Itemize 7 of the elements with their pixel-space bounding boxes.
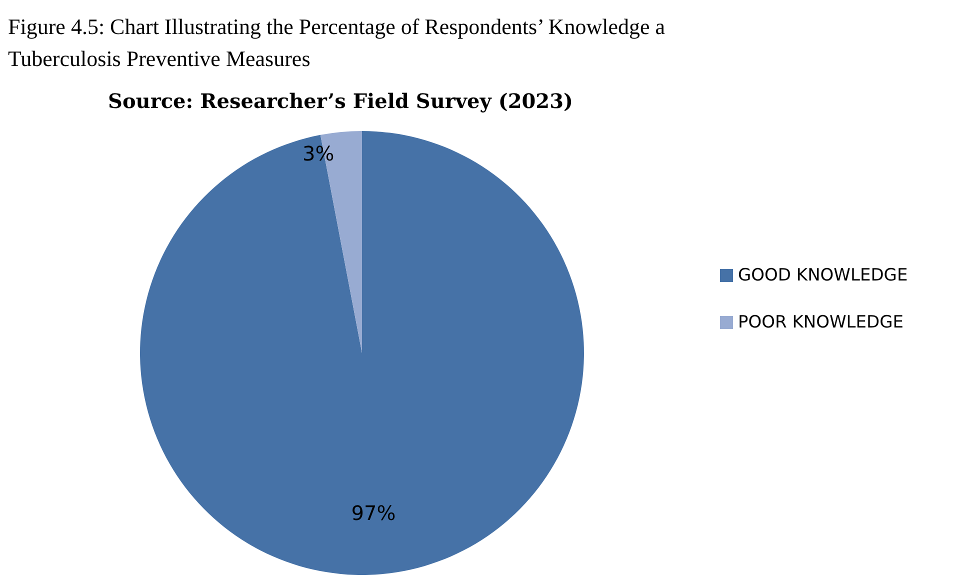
data-label: 97%: [351, 501, 396, 526]
chart-title: Figure 4.5: Chart Illustrating the Percentage of Respondents’ Knowledge a Tuberculosis Preventive Measures: [8, 14, 666, 71]
source-note: Source: Researcher’s Field Survey (2023): [108, 89, 573, 113]
data-label: 3%: [302, 142, 334, 166]
pie-slice: [140, 131, 584, 575]
legend-label: POOR KNOWLEDGE: [738, 312, 904, 333]
legend-label: GOOD KNOWLEDGE: [738, 266, 908, 286]
